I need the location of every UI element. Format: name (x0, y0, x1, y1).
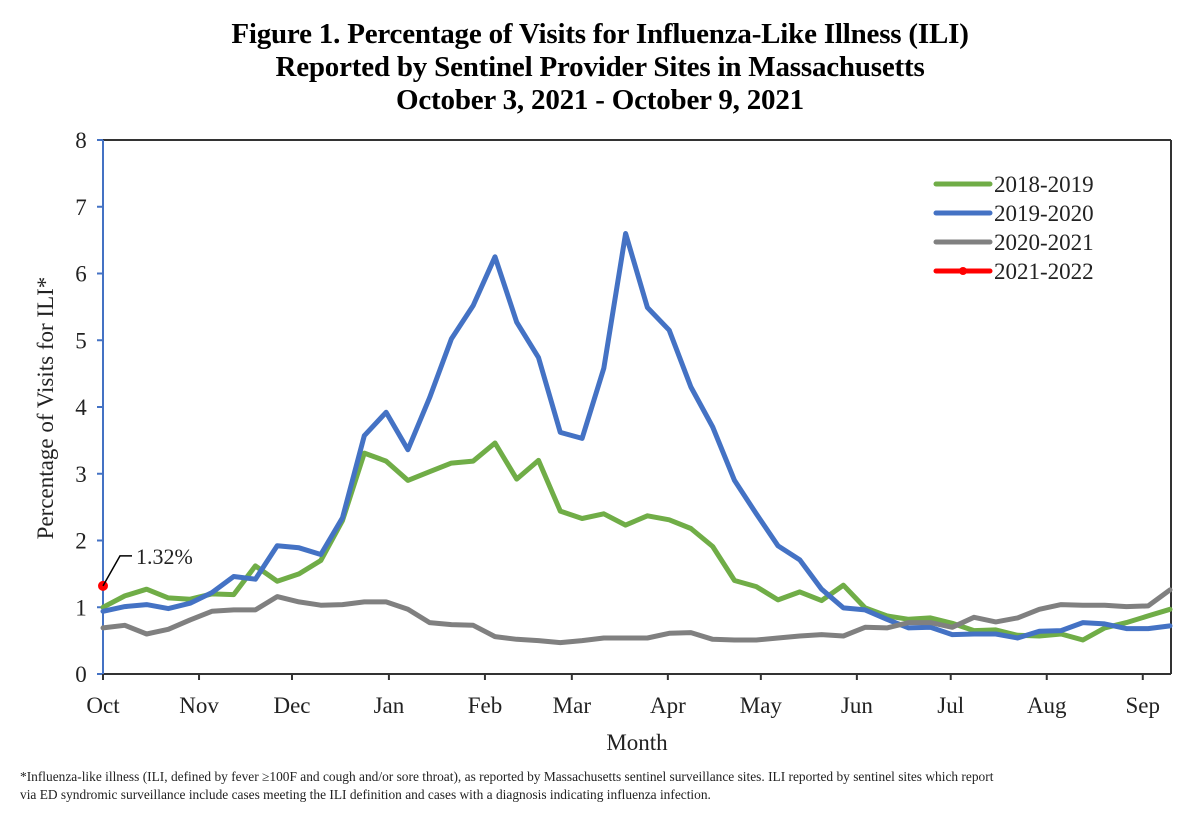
x-axis-ticks: Oct Nov Dec Jan Feb Mar Apr May Jun Jul Aug Sep (86, 674, 1160, 718)
x-tick-label: Dec (273, 693, 310, 718)
annotation: 1.32% (102, 544, 193, 587)
x-tick-label: Aug (1027, 693, 1067, 718)
legend-label: 2018-2019 (994, 172, 1094, 197)
y-tick-label: 8 (75, 128, 87, 153)
x-tick-label: Jun (841, 693, 873, 718)
legend-marker (959, 267, 967, 275)
legend-item: 2018-2019 (933, 172, 1094, 197)
title-line-3: October 3, 2021 - October 9, 2021 (396, 84, 804, 116)
y-tick-label: 6 (75, 262, 87, 287)
y-tick-label: 3 (75, 462, 87, 487)
y-axis-ticks: 0 1 2 3 4 5 6 7 8 (75, 128, 103, 687)
y-tick-label: 7 (75, 195, 87, 220)
y-tick-label: 1 (75, 595, 87, 620)
y-tick-label: 4 (75, 395, 87, 420)
y-tick-label: 5 (75, 328, 87, 353)
series-line-2020-2021 (100, 587, 1173, 646)
legend-item: 2020-2021 (933, 230, 1094, 255)
x-tick-label: Feb (468, 693, 503, 718)
x-tick-label: Oct (86, 693, 120, 718)
series-line-2019-2020 (100, 231, 1173, 641)
x-axis-title: Month (606, 730, 668, 755)
legend-label: 2020-2021 (994, 230, 1094, 255)
y-axis-title: Percentage of Visits for ILI* (33, 277, 58, 540)
legend-label: 2019-2020 (994, 201, 1094, 226)
series-lines (98, 231, 1173, 646)
x-tick-label: Jul (937, 693, 964, 718)
x-tick-label: Apr (650, 693, 686, 718)
footnote: *Influenza-like illness (ILI, defined by… (20, 768, 1190, 804)
x-tick-label: Jan (374, 693, 405, 718)
title-line-2: Reported by Sentinel Provider Sites in M… (275, 51, 925, 83)
x-tick-label: Nov (179, 693, 219, 718)
legend-item: 2019-2020 (933, 201, 1094, 226)
title-line-1: Figure 1. Percentage of Visits for Influ… (231, 18, 969, 50)
x-tick-label: May (740, 693, 783, 718)
footnote-line-1: *Influenza-like illness (ILI, defined by… (20, 769, 994, 784)
chart-title: Figure 1. Percentage of Visits for Influ… (0, 18, 1200, 117)
series-line-2018-2019 (100, 440, 1173, 643)
legend: 2018-2019 2019-2020 2020-2021 2021-2022 (933, 172, 1094, 284)
annotation-leader-line (102, 555, 132, 587)
legend-item: 2021-2022 (933, 259, 1094, 284)
y-tick-label: 2 (75, 529, 87, 554)
annotation-label: 1.32% (136, 544, 193, 569)
x-tick-label: Mar (553, 693, 592, 718)
x-tick-label: Sep (1126, 693, 1161, 718)
footnote-line-2: via ED syndromic surveillance include ca… (20, 787, 711, 802)
y-tick-label: 0 (75, 662, 87, 687)
legend-label: 2021-2022 (994, 259, 1094, 284)
